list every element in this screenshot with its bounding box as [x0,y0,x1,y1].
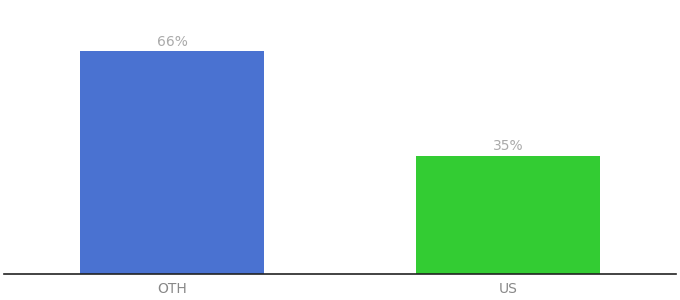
Text: 35%: 35% [492,139,523,153]
Text: 66%: 66% [156,34,188,49]
Bar [415,156,600,274]
Bar [80,51,265,274]
